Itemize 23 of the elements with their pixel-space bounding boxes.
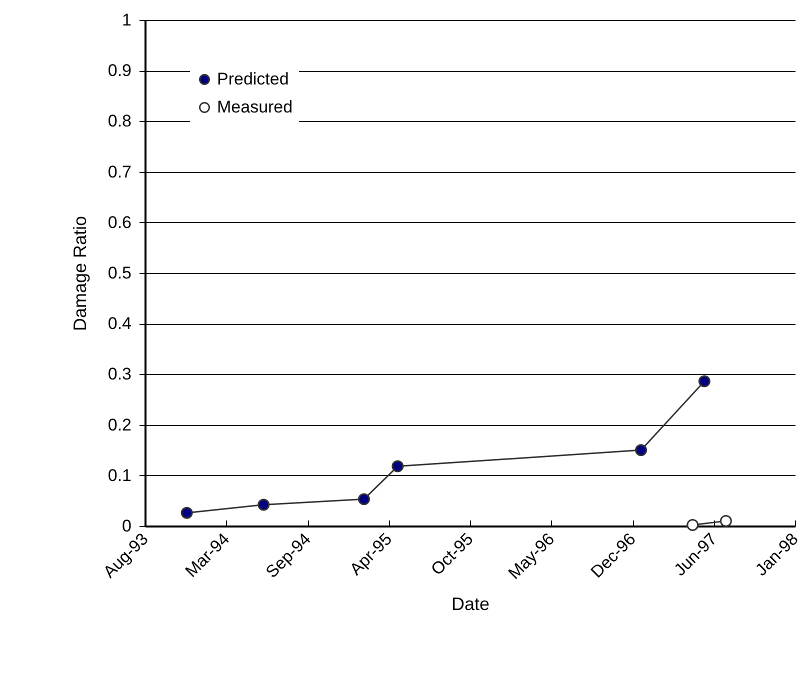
y-tick-label: 0.1 xyxy=(108,466,132,485)
y-tick-label: 0.2 xyxy=(108,415,132,434)
point xyxy=(686,519,699,531)
y-tick-label: 0.6 xyxy=(108,212,132,232)
x-axis-title: Date xyxy=(451,594,490,614)
y-tick-label: 0.9 xyxy=(108,61,132,80)
point xyxy=(358,493,370,506)
y-tick-label: 0.3 xyxy=(108,364,132,384)
y-tick-label: 1 xyxy=(122,10,132,30)
point xyxy=(698,375,710,388)
y-tick-label: 0.5 xyxy=(108,264,132,282)
y-tick-label: 0 xyxy=(122,516,132,536)
point xyxy=(180,506,193,519)
point xyxy=(720,514,732,527)
y-tick-label: 0.8 xyxy=(108,112,132,131)
point xyxy=(635,444,648,456)
legend-label: Predicted xyxy=(217,70,289,88)
y-tick-label: 0.7 xyxy=(108,162,132,182)
y-tick-label: 0.4 xyxy=(108,314,132,334)
point xyxy=(258,498,270,511)
legend-label: Measured xyxy=(217,98,293,116)
y-axis-title: Damage Ratio xyxy=(70,216,90,332)
point xyxy=(392,460,404,472)
